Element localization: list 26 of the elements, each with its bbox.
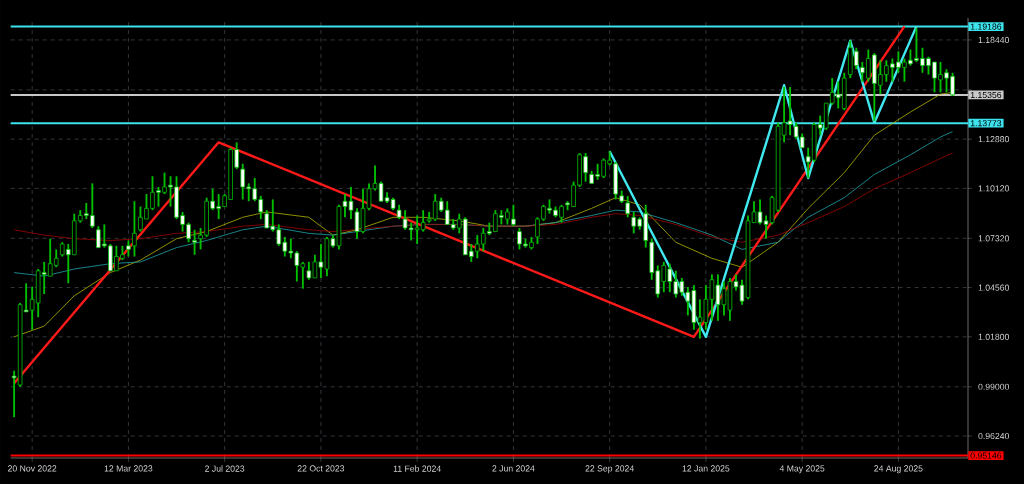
y-tick-label: 1.01800 [978,333,1010,340]
candlestick [192,228,197,256]
x-tick-label: 11 Feb 2024 [393,465,441,472]
y-tick-label: 1.10120 [978,185,1010,192]
x-tick-label: 24 Aug 2025 [874,465,923,474]
x-tick-label: 2 Jul 2023 [205,465,245,472]
x-tick-label: 2 Jun 2024 [492,465,535,472]
y-tick-label: 1.07320 [978,235,1010,242]
y-tick-label: 1.04560 [978,284,1010,291]
ref-line-label: 1.19186 [970,23,1002,30]
x-tick-label: 22 Oct 2023 [297,465,345,472]
ref-line-label: 0.95146 [970,452,1002,459]
line-series [13,152,953,243]
ref-line-label: 1.15356 [970,91,1002,99]
x-tick-label: 12 Jan 2025 [682,465,730,472]
y-tick-label: 1.18440 [978,36,1010,43]
x-tick-label: 12 Mar 2023 [104,465,153,472]
ref-line-label: 1.13773 [970,120,1002,127]
y-tick-label: 0.96240 [978,432,1010,440]
line-series [12,25,906,385]
y-tick-label: 0.99000 [978,383,1010,390]
x-tick-label: 20 Nov 2022 [8,465,57,472]
x-tick-label: 4 May 2025 [779,465,825,474]
candlestick [625,194,630,219]
y-tick-label: 1.12880 [978,136,1010,143]
x-tick-label: 22 Sep 2024 [585,465,634,474]
